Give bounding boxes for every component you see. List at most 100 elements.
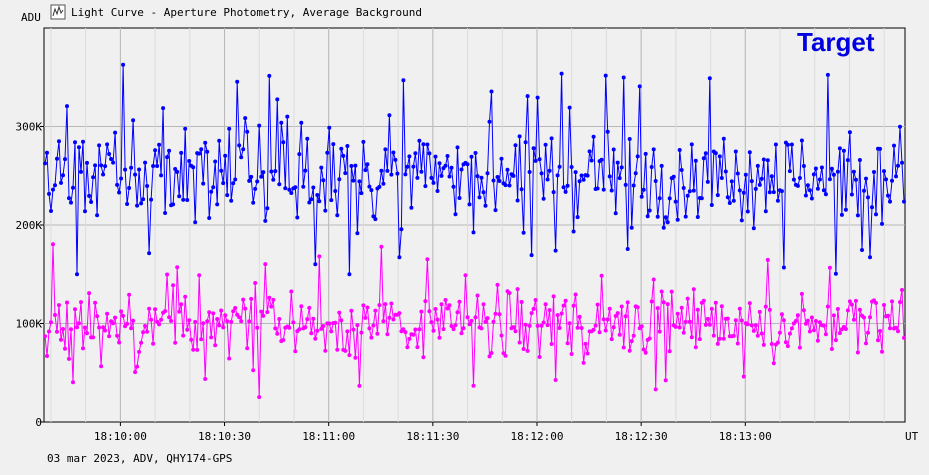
target-point (433, 154, 438, 159)
magenta-point (219, 308, 224, 313)
target-point (467, 202, 472, 207)
magenta-point (655, 306, 660, 311)
magenta-point (347, 353, 352, 358)
target-point (301, 184, 306, 189)
magenta-point (815, 338, 820, 343)
magenta-point (775, 340, 780, 345)
magenta-point (401, 327, 406, 332)
target-point (629, 225, 634, 230)
magenta-point (47, 329, 51, 334)
target-point (239, 155, 244, 160)
target-point (882, 169, 886, 174)
magenta-point (737, 306, 742, 311)
magenta-point (87, 291, 92, 296)
target-point (79, 169, 83, 174)
target-point (579, 173, 584, 178)
magenta-point (567, 321, 572, 326)
target-point (898, 124, 902, 129)
magenta-point (337, 310, 342, 315)
target-point (685, 193, 690, 198)
magenta-point (449, 324, 454, 328)
target-point (890, 178, 894, 183)
target-point (77, 145, 81, 150)
magenta-point (119, 309, 124, 314)
magenta-point (363, 315, 368, 320)
target-point (633, 171, 638, 176)
target-point (385, 168, 390, 173)
target-point (247, 178, 252, 183)
magenta-point (157, 322, 162, 327)
magenta-point (311, 316, 316, 321)
target-point (817, 177, 822, 182)
magenta-point (389, 301, 394, 306)
target-point (455, 145, 460, 150)
magenta-point (519, 300, 524, 304)
target-point (481, 190, 486, 195)
target-point (571, 229, 576, 234)
magenta-point (167, 315, 172, 320)
target-point (361, 139, 366, 144)
target-point (143, 160, 148, 165)
target-point (477, 195, 482, 200)
magenta-point (521, 347, 526, 351)
magenta-point (569, 352, 574, 356)
magenta-point (763, 304, 768, 309)
magenta-point (195, 347, 200, 352)
target-point (85, 160, 89, 165)
target-point (345, 144, 350, 148)
magenta-point (451, 327, 456, 332)
target-point (193, 220, 198, 225)
target-point (729, 179, 734, 184)
target-point (387, 113, 392, 118)
target-point (809, 196, 814, 201)
magenta-point (97, 325, 102, 330)
magenta-point (445, 306, 450, 311)
magenta-point (143, 324, 148, 328)
target-point (527, 170, 532, 174)
magenta-point (253, 281, 258, 285)
target-point (657, 196, 662, 201)
magenta-point (693, 345, 698, 350)
magenta-point (851, 317, 856, 322)
y-axis-label: ADU (21, 11, 41, 24)
target-point (103, 164, 108, 169)
magenta-point (825, 304, 830, 309)
target-point (391, 150, 396, 155)
magenta-point (866, 330, 870, 335)
magenta-point (900, 288, 904, 292)
target-point (175, 169, 180, 174)
target-point (741, 190, 746, 195)
target-point (171, 202, 176, 207)
magenta-point (191, 347, 196, 352)
target-point (187, 159, 192, 163)
target-point (251, 200, 256, 205)
magenta-point (59, 337, 63, 342)
target-point (775, 198, 780, 203)
target-point (715, 193, 720, 198)
magenta-point (313, 336, 318, 341)
magenta-point (667, 349, 672, 354)
target-point (743, 172, 748, 177)
magenta-point (890, 299, 894, 304)
magenta-point (599, 273, 604, 278)
target-point (399, 227, 404, 232)
magenta-point (217, 323, 222, 328)
target-point (513, 143, 518, 148)
magenta-point (683, 319, 688, 324)
target-point (381, 181, 386, 186)
target-point (49, 209, 53, 213)
target-point (137, 167, 142, 172)
x-axis-label: UT (905, 430, 919, 443)
magenta-point (793, 319, 798, 323)
magenta-point (765, 257, 770, 262)
magenta-point (731, 333, 736, 338)
target-point (703, 151, 708, 156)
magenta-point (607, 306, 612, 311)
target-point (619, 165, 624, 170)
magenta-point (499, 333, 504, 338)
target-point (747, 150, 752, 155)
magenta-point (95, 314, 100, 319)
magenta-point (643, 350, 648, 355)
magenta-point (357, 383, 362, 388)
magenta-point (115, 333, 120, 338)
